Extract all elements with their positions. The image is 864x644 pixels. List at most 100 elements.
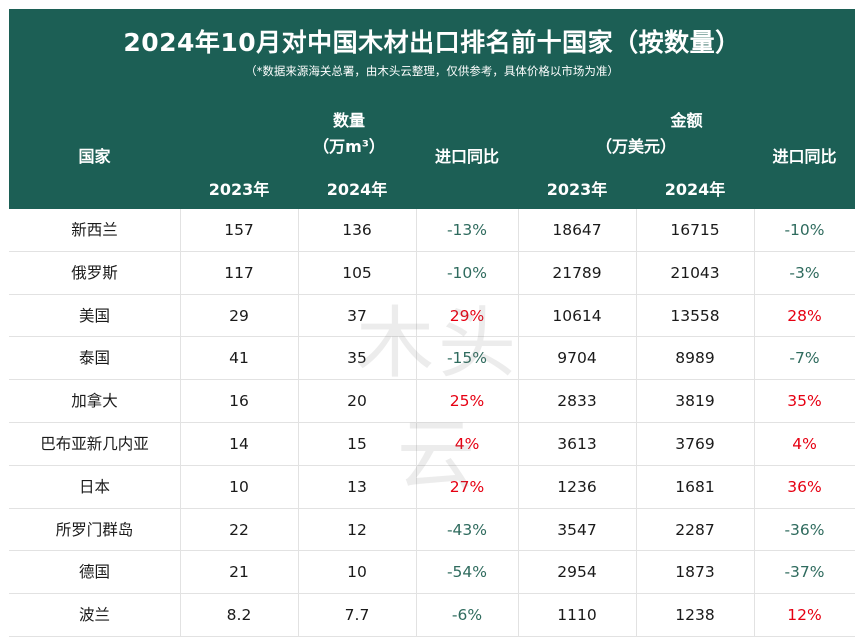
cell-volume-yoy: -13%: [446, 221, 488, 239]
cell-amount-2023: 1236: [557, 477, 597, 496]
cell-volume-yoy: -6%: [451, 606, 483, 625]
cell-amount-2024: 1681: [675, 477, 715, 496]
cell-amount-2023: 10614: [552, 306, 602, 325]
cell-amount-yoy: -10%: [784, 221, 825, 239]
cell-volume-2024: 37: [347, 306, 367, 325]
cell-volume-yoy: 27%: [449, 477, 485, 496]
header-amount-2023: 2023年: [546, 180, 608, 199]
cell-volume-2024: 10: [347, 563, 367, 582]
cell-volume-yoy: -54%: [446, 563, 488, 582]
cell-amount-yoy: -37%: [784, 563, 825, 582]
cell-amount-2023: 18647: [552, 221, 602, 239]
cell-amount-2023: 1110: [557, 606, 597, 625]
cell-amount-2024: 16715: [670, 221, 720, 239]
cell-volume-2023: 14: [229, 435, 249, 453]
chart-title: 2024年10月对中国木材出口排名前十国家（按数量）: [123, 28, 741, 57]
cell-volume-2023: 157: [224, 221, 254, 239]
table-body: 新西兰 157 136 -13% 18647 16715 -10% 俄罗斯 117 105 -10%…: [9, 209, 855, 637]
cell-amount-2024: 8989: [675, 349, 715, 368]
header-volume-yoy: 进口同比: [434, 147, 499, 166]
column-divider: [754, 209, 755, 637]
header-amount-2024: 2024年: [664, 180, 726, 199]
cell-amount-yoy: -7%: [789, 349, 820, 368]
cell-volume-yoy: -10%: [446, 263, 488, 282]
cell-volume-2023: 16: [229, 392, 249, 411]
cell-country: 泰国: [78, 349, 110, 368]
header-volume-2023: 2023年: [208, 180, 270, 199]
cell-amount-yoy: 35%: [787, 392, 822, 411]
header-volume-group: 数量: [332, 111, 365, 130]
cell-amount-2024: 13558: [670, 306, 720, 325]
cell-amount-yoy: -36%: [784, 520, 825, 539]
header-amount-group: 金额: [670, 111, 703, 130]
cell-volume-2023: 10: [229, 477, 249, 496]
cell-amount-2024: 3819: [675, 392, 715, 411]
cell-amount-yoy: 28%: [787, 306, 822, 325]
cell-amount-2024: 3769: [675, 435, 715, 453]
cell-amount-yoy: 36%: [787, 477, 822, 496]
cell-country: 加拿大: [71, 392, 118, 411]
cell-amount-2023: 2833: [557, 392, 597, 411]
column-divider: [518, 209, 519, 637]
cell-country: 巴布亚新几内亚: [40, 435, 149, 453]
column-divider: [636, 209, 637, 637]
cell-amount-2024: 2287: [675, 520, 715, 539]
chart-subtitle: （*数据来源海关总署，由木头云整理，仅供参考，具体价格以市场为准）: [245, 64, 619, 78]
cell-volume-2024: 7.7: [344, 606, 370, 625]
cell-amount-2023: 9704: [557, 349, 597, 368]
column-divider: [298, 209, 299, 637]
cell-volume-yoy: 25%: [449, 392, 485, 411]
cell-volume-2023: 8.2: [226, 606, 252, 625]
cell-amount-yoy: -3%: [789, 263, 820, 282]
table-row: 泰国 41 35 -15% 9704 8989 -7%: [9, 337, 855, 381]
column-divider: [416, 209, 417, 637]
header-volume-unit: （万m³）: [313, 137, 385, 156]
cell-country: 波兰: [78, 606, 110, 625]
header-amount-yoy: 进口同比: [772, 147, 837, 166]
cell-volume-yoy: -15%: [446, 349, 488, 368]
cell-volume-2023: 29: [229, 306, 249, 325]
column-divider: [180, 209, 181, 637]
cell-amount-2023: 3547: [557, 520, 597, 539]
table-row: 新西兰 157 136 -13% 18647 16715 -10%: [9, 209, 855, 252]
table-row: 波兰 8.2 7.7 -6% 1110 1238 12%: [9, 594, 855, 637]
cell-amount-2023: 3613: [557, 435, 597, 453]
cell-volume-2024: 35: [347, 349, 367, 368]
table-row: 所罗门群岛 22 12 -43% 3547 2287 -36%: [9, 509, 855, 552]
cell-amount-2023: 21789: [552, 263, 602, 282]
cell-volume-2024: 20: [347, 392, 367, 411]
cell-volume-yoy: 4%: [454, 435, 480, 453]
cell-volume-2024: 15: [347, 435, 367, 453]
cell-volume-2023: 22: [229, 520, 249, 539]
cell-amount-2024: 1238: [675, 606, 715, 625]
header-volume-2024: 2024年: [326, 180, 388, 199]
cell-volume-2023: 21: [229, 563, 249, 582]
cell-amount-2024: 1873: [675, 563, 715, 582]
cell-country: 俄罗斯: [71, 263, 118, 282]
table-frame: 2024年10月对中国木材出口排名前十国家（按数量） （*数据来源海关总署，由木…: [9, 9, 855, 637]
table-header: 2024年10月对中国木材出口排名前十国家（按数量） （*数据来源海关总署，由木…: [9, 9, 855, 209]
cell-amount-2023: 2954: [557, 563, 597, 582]
table-row: 俄罗斯 117 105 -10% 21789 21043 -3%: [9, 252, 855, 295]
table-row: 加拿大 16 20 25% 2833 3819 35%: [9, 380, 855, 423]
table-row: 德国 21 10 -54% 2954 1873 -37%: [9, 551, 855, 595]
table-row: 巴布亚新几内亚 14 15 4% 3613 3769 4%: [9, 423, 855, 466]
cell-country: 新西兰: [71, 221, 118, 239]
cell-volume-2024: 13: [347, 477, 367, 496]
header-country: 国家: [78, 147, 111, 166]
cell-country: 美国: [78, 306, 110, 325]
cell-volume-2023: 41: [229, 349, 249, 368]
cell-country: 所罗门群岛: [55, 520, 134, 539]
cell-volume-2023: 117: [224, 263, 254, 282]
cell-volume-yoy: -43%: [446, 520, 488, 539]
cell-volume-2024: 136: [342, 221, 372, 239]
cell-country: 日本: [78, 477, 110, 496]
cell-volume-2024: 105: [342, 263, 372, 282]
cell-volume-2024: 12: [347, 520, 367, 539]
cell-amount-2024: 21043: [670, 263, 720, 282]
table-row: 日本 10 13 27% 1236 1681 36%: [9, 466, 855, 509]
cell-amount-yoy: 4%: [792, 435, 817, 453]
header-amount-unit: （万美元）: [595, 137, 676, 156]
table-row: 美国 29 37 29% 10614 13558 28%: [9, 295, 855, 338]
cell-volume-yoy: 29%: [449, 306, 485, 325]
